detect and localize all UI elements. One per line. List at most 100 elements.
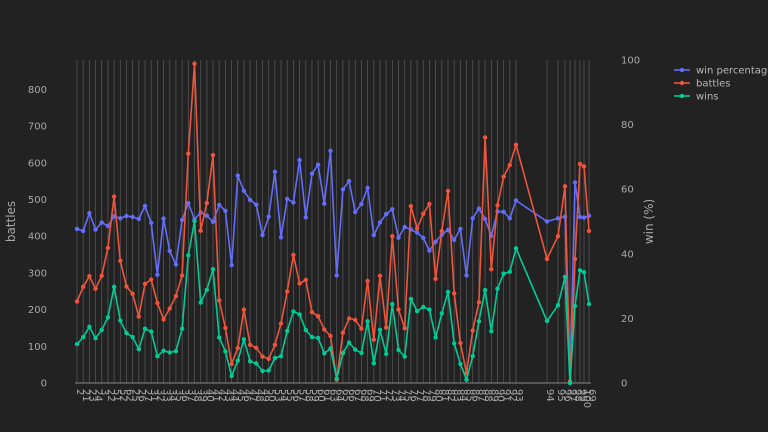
data-point-wins bbox=[155, 354, 160, 359]
x-tick-label: 57 bbox=[297, 389, 308, 402]
data-point-win-percentage bbox=[93, 227, 98, 232]
data-point-battles bbox=[74, 299, 80, 304]
x-tick-label: 63 bbox=[328, 389, 339, 402]
data-point-win-percentage bbox=[346, 178, 352, 184]
x-tick-label: 70 bbox=[371, 389, 382, 402]
x-tick-label: 44 bbox=[229, 389, 240, 402]
x-tick-label: 25 bbox=[130, 389, 141, 402]
data-point-wins bbox=[377, 327, 383, 332]
data-point-battles bbox=[390, 234, 395, 239]
data-point-win-percentage bbox=[142, 203, 148, 209]
x-tick-label: 89 bbox=[488, 389, 499, 402]
data-point-wins bbox=[340, 350, 346, 356]
x-tick-label: 66 bbox=[346, 389, 357, 402]
x-tick-label: 80 bbox=[433, 389, 444, 402]
data-point-wins bbox=[247, 359, 253, 364]
data-point-win-percentage bbox=[149, 220, 154, 225]
data-point-wins bbox=[229, 373, 234, 379]
y2-tick-label: 80 bbox=[621, 120, 634, 131]
data-point-wins bbox=[130, 334, 135, 340]
data-point-win-percentage bbox=[297, 157, 302, 163]
x-tick-label: 62 bbox=[123, 389, 134, 402]
data-point-battles bbox=[105, 245, 111, 251]
data-point-win-percentage bbox=[241, 188, 247, 193]
data-point-win-percentage bbox=[223, 208, 228, 213]
data-point-wins bbox=[562, 274, 568, 280]
data-point-win-percentage bbox=[266, 214, 271, 219]
legend[interactable]: win percentage battles wins bbox=[674, 66, 768, 103]
data-point-win-percentage bbox=[235, 173, 240, 178]
data-point-win-percentage bbox=[74, 226, 80, 232]
x-tick-label: 95 bbox=[555, 389, 566, 402]
data-point-battles bbox=[247, 342, 253, 347]
legend-item-wins[interactable]: wins bbox=[674, 92, 719, 103]
x-tick-label: 81 bbox=[439, 389, 450, 402]
data-point-win-percentage bbox=[136, 216, 141, 222]
data-point-battles bbox=[495, 203, 500, 208]
legend-item-battles[interactable]: battles bbox=[674, 79, 730, 90]
data-point-battles bbox=[482, 135, 488, 140]
data-point-wins bbox=[105, 315, 111, 320]
data-point-wins bbox=[464, 377, 469, 382]
data-point-battles bbox=[513, 142, 519, 147]
data-point-wins bbox=[476, 319, 482, 324]
data-point-battles bbox=[328, 333, 333, 339]
y2-tick-label: 0 bbox=[621, 379, 627, 390]
y-tick-label: 200 bbox=[28, 305, 47, 316]
data-point-win-percentage bbox=[155, 272, 160, 277]
data-point-battles bbox=[544, 256, 550, 262]
data-point-wins bbox=[489, 329, 494, 334]
data-point-win-percentage bbox=[278, 235, 284, 240]
data-point-wins bbox=[544, 318, 550, 324]
series-line-battles bbox=[76, 62, 590, 382]
data-point-battles bbox=[179, 273, 185, 278]
data-point-win-percentage bbox=[365, 185, 370, 191]
x-tick-label: 53 bbox=[272, 389, 283, 402]
data-point-win-percentage bbox=[353, 209, 358, 215]
x-tick-label: 100 bbox=[581, 389, 592, 408]
data-point-win-percentage bbox=[81, 228, 86, 234]
x-tick-label: 93 bbox=[513, 389, 524, 402]
x-tick-label: 40 bbox=[204, 389, 215, 402]
data-point-wins bbox=[365, 319, 370, 324]
x-tick-label: 88 bbox=[482, 389, 493, 402]
data-point-win-percentage bbox=[291, 200, 296, 205]
legend-swatch-marker bbox=[679, 67, 685, 73]
data-point-wins bbox=[192, 218, 197, 224]
data-point-wins bbox=[402, 354, 407, 359]
data-point-battles bbox=[99, 273, 104, 278]
data-point-win-percentage bbox=[433, 239, 438, 244]
data-point-battles bbox=[111, 194, 117, 199]
data-point-battles bbox=[266, 356, 271, 361]
x-tick-label: 64 bbox=[334, 389, 345, 402]
data-point-wins bbox=[198, 300, 203, 305]
data-point-win-percentage bbox=[179, 217, 185, 223]
data-point-battles bbox=[81, 284, 86, 289]
x-tick-label: 97 bbox=[567, 389, 578, 402]
data-point-battles bbox=[402, 326, 407, 331]
y2-tick-label: 60 bbox=[621, 185, 634, 196]
x-tick-label: 90 bbox=[494, 389, 505, 402]
y2-tick-label: 20 bbox=[621, 314, 634, 325]
data-point-wins bbox=[118, 318, 123, 323]
data-point-win-percentage bbox=[173, 262, 179, 267]
data-point-battles bbox=[223, 325, 228, 331]
data-point-battles bbox=[192, 61, 197, 66]
data-point-win-percentage bbox=[124, 213, 129, 219]
x-tick-label: 69 bbox=[365, 389, 376, 402]
data-point-wins bbox=[390, 301, 395, 307]
data-point-wins bbox=[167, 350, 172, 355]
data-point-win-percentage bbox=[334, 273, 339, 278]
data-point-wins bbox=[81, 334, 86, 340]
data-point-win-percentage bbox=[322, 201, 327, 206]
data-point-battles bbox=[427, 201, 432, 207]
data-point-battles bbox=[309, 310, 315, 315]
data-point-battles bbox=[489, 267, 494, 272]
data-point-wins bbox=[396, 347, 401, 353]
data-point-wins bbox=[408, 296, 414, 302]
legend-item-win-percentage[interactable]: win percentage bbox=[674, 66, 768, 77]
data-point-wins bbox=[278, 354, 284, 359]
data-point-battles bbox=[291, 252, 296, 258]
x-tick-label: 41 bbox=[210, 389, 221, 402]
x-tick-label: 24 bbox=[93, 389, 104, 402]
